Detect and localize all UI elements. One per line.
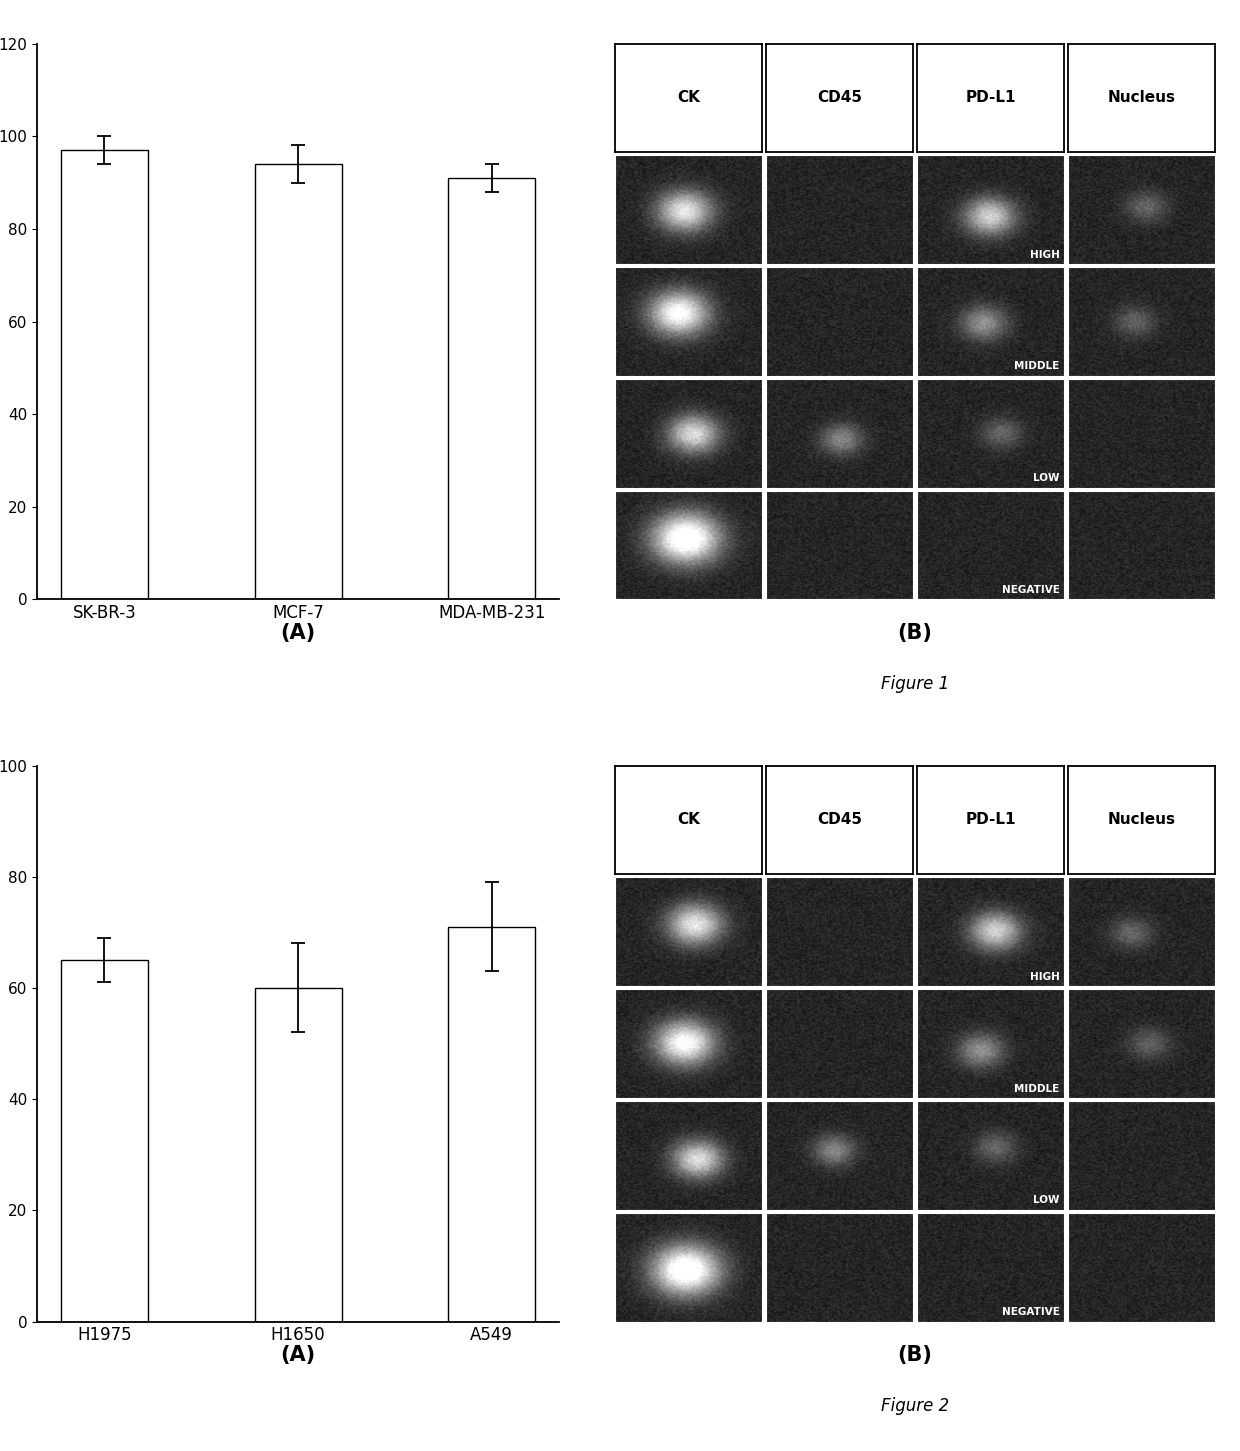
Text: Figure 1: Figure 1 (882, 675, 950, 694)
Text: (A): (A) (280, 1345, 316, 1365)
Text: HIGH: HIGH (1029, 972, 1060, 982)
Text: CD45: CD45 (817, 813, 862, 827)
Text: Nucleus: Nucleus (1107, 813, 1176, 827)
Text: PD-L1: PD-L1 (966, 813, 1016, 827)
Bar (61, 961, 148, 1322)
Text: LOW: LOW (1033, 473, 1060, 483)
Text: CK: CK (677, 813, 699, 827)
Text: MIDDLE: MIDDLE (1014, 361, 1060, 371)
Text: (B): (B) (898, 1345, 932, 1365)
Text: MIDDLE: MIDDLE (1014, 1084, 1060, 1094)
Text: Figure 2: Figure 2 (882, 1397, 950, 1415)
Text: (B): (B) (898, 622, 932, 643)
Text: NEGATIVE: NEGATIVE (1002, 585, 1060, 595)
Bar (254, 988, 342, 1322)
Bar (254, 164, 342, 599)
Text: (A): (A) (280, 622, 316, 643)
Text: NEGATIVE: NEGATIVE (1002, 1307, 1060, 1318)
Text: PD-L1: PD-L1 (966, 90, 1016, 106)
Bar (448, 178, 536, 599)
Bar (448, 927, 536, 1322)
Text: HIGH: HIGH (1029, 250, 1060, 260)
Text: CK: CK (677, 90, 699, 106)
Text: Nucleus: Nucleus (1107, 90, 1176, 106)
Text: CD45: CD45 (817, 90, 862, 106)
Bar (61, 149, 148, 599)
Text: LOW: LOW (1033, 1196, 1060, 1206)
